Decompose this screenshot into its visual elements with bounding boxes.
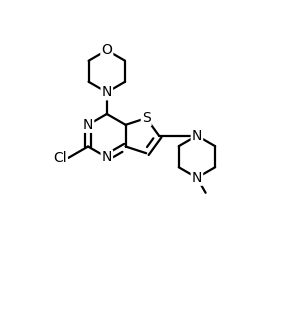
Text: N: N <box>192 129 202 143</box>
Text: N: N <box>192 171 202 185</box>
Text: Cl: Cl <box>53 151 67 165</box>
Text: S: S <box>142 111 150 125</box>
Text: N: N <box>102 85 112 99</box>
Text: N: N <box>102 150 112 164</box>
Text: N: N <box>83 118 93 132</box>
Text: O: O <box>101 43 112 57</box>
